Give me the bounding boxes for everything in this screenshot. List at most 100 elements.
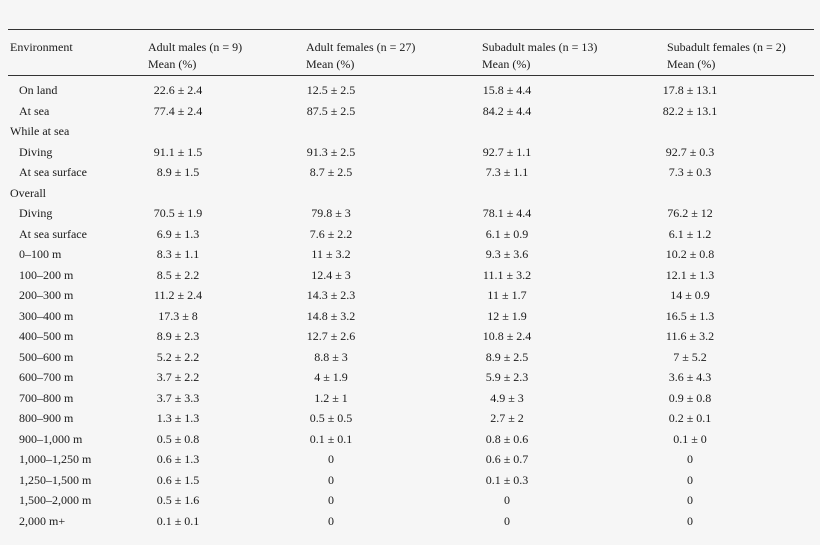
value-cell: 11.2 ± 2.4 (153, 288, 203, 302)
value-cell: 14 ± 0.9 (670, 288, 710, 302)
value-cell: 0.2 ± 0.1 (668, 411, 712, 425)
value-cell: 0 (687, 452, 693, 466)
value-cell: 8.9 ± 1.5 (156, 165, 200, 179)
value-cell: 0 (504, 513, 510, 528)
table-row: At sea 77.4 ± 2.4 87.5 ± 2.5 84.2 ± 4.4 82.2… (0, 101, 820, 122)
table-row: 2,000 m+ 0.1 ± 0.1 0 0 0 (0, 511, 820, 532)
value-cell: 0 (328, 472, 334, 487)
value-cell: 3.7 ± 3.3 (156, 390, 200, 405)
row-label: At sea surface (19, 165, 87, 179)
value-cell: 12.7 ± 2.6 (306, 329, 356, 343)
value-cell: 0.1 ± 0.1 (156, 513, 200, 528)
table-row: 100–200 m 8.5 ± 2.2 12.4 ± 3 11.1 ± 3.2 12.1… (0, 265, 820, 286)
value-cell: 0.1 ± 0.1 (309, 431, 353, 446)
table-row: 1,500–2,000 m 0.5 ± 1.6 0 0 0 (0, 490, 820, 511)
value-cell: 6.9 ± 1.3 (156, 226, 200, 241)
row-label: Diving (19, 144, 53, 159)
table-row: On land 22.6 ± 2.4 12.5 ± 2.5 15.8 ± 4.4 17.… (0, 80, 820, 101)
row-label: 200–300 m (19, 288, 74, 302)
value-cell: 12.1 ± 1.3 (665, 267, 715, 282)
header-environment: Environment (10, 39, 73, 56)
row-label: At sea surface (19, 226, 87, 241)
row-label: 2,000 m+ (19, 513, 66, 528)
value-cell: 12.4 ± 3 (311, 267, 351, 282)
table-section-row: Overall (0, 183, 820, 204)
table-row: 400–500 m 8.9 ± 2.3 12.7 ± 2.6 10.8 ± 2.4 11… (0, 326, 820, 347)
header-adult-males: Adult males (n = 9) Mean (%) (148, 39, 242, 73)
value-cell: 0 (504, 493, 510, 507)
header-environment-label: Environment (10, 40, 73, 54)
value-cell: 3.6 ± 4.3 (668, 370, 712, 384)
table-header-rule (8, 75, 814, 76)
value-cell: 0.5 ± 0.5 (309, 411, 353, 425)
value-cell: 10.2 ± 0.8 (665, 247, 715, 261)
header-adult-males-label: Adult males (n = 9) (148, 40, 243, 54)
value-cell: 8.8 ± 3 (314, 349, 348, 364)
row-label: 1,250–1,500 m (19, 472, 92, 487)
row-label: 1,000–1,250 m (19, 452, 92, 466)
value-cell: 7.3 ± 0.3 (668, 165, 712, 179)
section-label: While at sea (10, 124, 70, 138)
value-cell: 2.7 ± 2 (490, 411, 524, 425)
row-label: Diving (19, 206, 53, 220)
value-cell: 6.1 ± 0.9 (485, 226, 529, 241)
value-cell: 0.5 ± 1.6 (156, 493, 200, 507)
table-row: 1,000–1,250 m 0.6 ± 1.3 0 0.6 ± 0.7 0 (0, 449, 820, 470)
value-cell: 9.3 ± 3.6 (485, 247, 529, 261)
value-cell: 8.7 ± 2.5 (309, 165, 353, 179)
value-cell: 22.6 ± 2.4 (153, 83, 203, 97)
header-subadult-males-label: Subadult males (n = 13) (482, 40, 598, 54)
value-cell: 0 (687, 472, 693, 487)
value-cell: 0.1 ± 0 (673, 431, 707, 446)
row-label: 700–800 m (19, 390, 74, 405)
row-label: At sea (19, 103, 50, 118)
value-cell: 7.6 ± 2.2 (309, 226, 353, 241)
value-cell: 0.6 ± 1.3 (156, 452, 200, 466)
table-row: Diving 70.5 ± 1.9 79.8 ± 3 78.1 ± 4.4 76.2 ±… (0, 203, 820, 224)
value-cell: 92.7 ± 1.1 (482, 144, 532, 159)
value-cell: 8.9 ± 2.5 (485, 349, 529, 364)
table-row: 500–600 m 5.2 ± 2.2 8.8 ± 3 8.9 ± 2.5 7 ± 5.… (0, 347, 820, 368)
value-cell: 11.1 ± 3.2 (482, 267, 532, 282)
value-cell: 3.7 ± 2.2 (156, 370, 200, 384)
value-cell: 78.1 ± 4.4 (482, 206, 532, 220)
value-cell: 77.4 ± 2.4 (153, 103, 203, 118)
value-cell: 0 (687, 493, 693, 507)
row-label: 500–600 m (19, 349, 74, 364)
value-cell: 91.1 ± 1.5 (153, 144, 203, 159)
header-adult-females-sub: Mean (%) (306, 57, 355, 71)
value-cell: 7 ± 5.2 (673, 349, 707, 364)
value-cell: 76.2 ± 12 (667, 206, 713, 220)
value-cell: 0.8 ± 0.6 (485, 431, 529, 446)
value-cell: 1.3 ± 1.3 (156, 411, 200, 425)
table-row: 900–1,000 m 0.5 ± 0.8 0.1 ± 0.1 0.8 ± 0.6 0.… (0, 429, 820, 450)
table-top-rule (8, 29, 814, 30)
row-label: 0–100 m (19, 247, 62, 261)
value-cell: 8.3 ± 1.1 (156, 247, 200, 261)
row-label: On land (19, 83, 58, 97)
table-row: 200–300 m 11.2 ± 2.4 14.3 ± 2.3 11 ± 1.7 14 … (0, 285, 820, 306)
value-cell: 12.5 ± 2.5 (306, 83, 356, 97)
table-row: 700–800 m 3.7 ± 3.3 1.2 ± 1 4.9 ± 3 0.9 ± 0.… (0, 388, 820, 409)
value-cell: 0 (328, 513, 334, 528)
value-cell: 15.8 ± 4.4 (482, 83, 532, 97)
value-cell: 0 (687, 513, 693, 528)
row-label: 1,500–2,000 m (19, 493, 92, 507)
header-adult-females-label: Adult females (n = 27) (306, 40, 416, 54)
value-cell: 1.2 ± 1 (314, 390, 348, 405)
value-cell: 5.9 ± 2.3 (485, 370, 529, 384)
value-cell: 79.8 ± 3 (311, 206, 351, 220)
value-cell: 92.7 ± 0.3 (665, 144, 715, 159)
value-cell: 87.5 ± 2.5 (306, 103, 356, 118)
value-cell: 0.6 ± 0.7 (485, 452, 529, 466)
row-label: 400–500 m (19, 329, 74, 343)
value-cell: 10.8 ± 2.4 (482, 329, 532, 343)
value-cell: 7.3 ± 1.1 (485, 165, 529, 179)
table-row: Diving 91.1 ± 1.5 91.3 ± 2.5 92.7 ± 1.1 92.7… (0, 142, 820, 163)
value-cell: 0.5 ± 0.8 (156, 431, 200, 446)
value-cell: 0.6 ± 1.5 (156, 472, 200, 487)
value-cell: 0 (328, 452, 334, 466)
table-row: At sea surface 6.9 ± 1.3 7.6 ± 2.2 6.1 ± 0.… (0, 224, 820, 245)
row-label: 900–1,000 m (19, 431, 83, 446)
header-subadult-females-sub: Mean (%) (667, 57, 716, 71)
